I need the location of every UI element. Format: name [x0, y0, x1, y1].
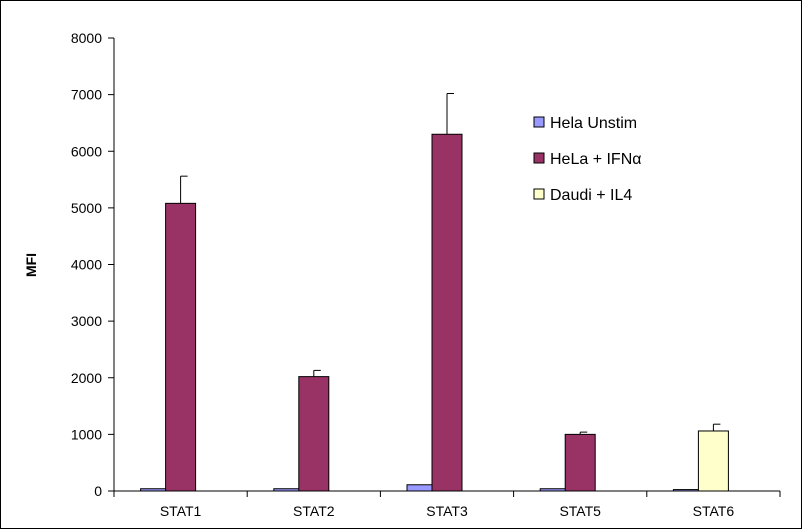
x-tick-label: STAT2: [293, 503, 335, 519]
legend-swatch: [533, 152, 545, 164]
legend-label: Daudi + IL4: [550, 187, 632, 204]
bar: [697, 430, 729, 492]
error-bars-group: [180, 92, 721, 435]
bar: [431, 133, 463, 492]
y-axis: 0 1000 2000 3000 4000 5000 6000 7000 8000: [71, 30, 115, 499]
legend-label: HeLa + IFNα: [550, 151, 642, 168]
legend: Hela Unstim HeLa + IFNα Daudi + IL4: [533, 115, 642, 204]
bars-group: [140, 133, 729, 492]
bar: [564, 433, 596, 492]
bar: [165, 202, 197, 492]
y-tick-label: 7000: [71, 87, 102, 103]
x-tick-label: STAT1: [160, 503, 202, 519]
y-tick-label: 6000: [71, 143, 102, 159]
legend-swatch: [533, 116, 545, 128]
x-tick-label: STAT6: [693, 503, 735, 519]
y-axis-title: MFI: [23, 253, 39, 277]
y-tick-label: 4000: [71, 257, 102, 273]
x-tick-label: STAT3: [426, 503, 468, 519]
legend-swatch: [533, 188, 545, 200]
x-axis: STAT1 STAT2 STAT3 STAT5 STAT6: [113, 490, 781, 519]
x-tick-label: STAT5: [559, 503, 601, 519]
y-tick-label: 1000: [71, 426, 102, 442]
legend-label: Hela Unstim: [550, 115, 637, 132]
y-tick-label: 2000: [71, 370, 102, 386]
y-tick-label: 0: [94, 483, 102, 499]
bar: [298, 376, 330, 492]
y-tick-label: 8000: [71, 30, 102, 46]
y-tick-label: 5000: [71, 200, 102, 216]
y-tick-label: 3000: [71, 313, 102, 329]
